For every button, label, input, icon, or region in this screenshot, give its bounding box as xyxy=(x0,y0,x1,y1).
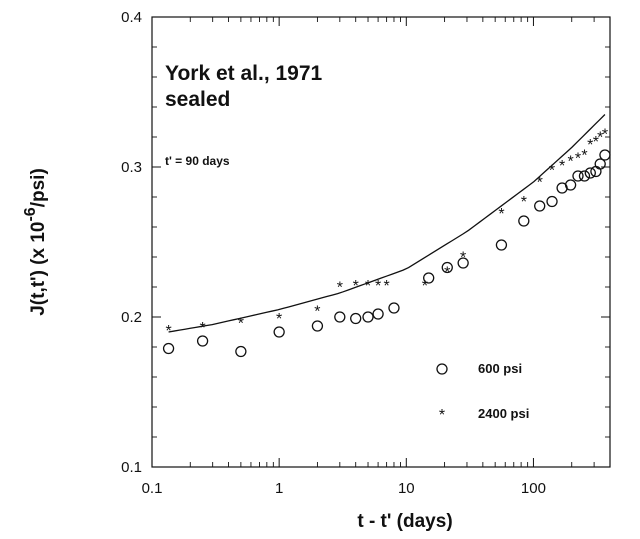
x-axis-label: t - t' (days) xyxy=(357,511,452,532)
data-point-2400-psi: * xyxy=(314,304,320,321)
data-point-600-psi xyxy=(584,167,596,179)
data-point-2400-psi: * xyxy=(498,206,504,223)
data-point-600-psi xyxy=(311,320,324,332)
annotation-condition: sealed xyxy=(165,88,230,111)
y-tick-label: 0.4 xyxy=(121,9,142,26)
data-point-2400-psi: * xyxy=(383,278,389,295)
data-point-2400-psi: * xyxy=(365,278,371,295)
data-point-600-psi xyxy=(350,312,362,325)
data-points-layer: * * * * ** * * * * ******* * * * ** *** xyxy=(162,127,611,358)
legend-marker-600-psi xyxy=(436,363,448,375)
x-tick-label: 10 xyxy=(398,480,415,497)
data-point-600-psi xyxy=(388,302,400,314)
data-point-2400-psi: * xyxy=(353,278,359,295)
y-axis-label: J(t,t') (x 10-6/psi) xyxy=(22,168,49,316)
data-point-2400-psi: * xyxy=(581,148,587,165)
annotation-age: t' = 90 days xyxy=(165,154,230,168)
data-point-2400-psi: * xyxy=(567,154,573,171)
y-axis-label-main: J(t,t') (x 10 xyxy=(28,222,49,316)
data-point-2400-psi: * xyxy=(165,323,171,340)
data-point-600-psi xyxy=(546,195,558,208)
data-point-2400-psi: * xyxy=(537,175,543,192)
legend-label-2400-psi: 2400 psi xyxy=(478,406,529,421)
plot-frame xyxy=(151,16,611,468)
data-point-600-psi xyxy=(564,179,577,191)
plot-area xyxy=(151,16,611,468)
data-point-2400-psi: * xyxy=(460,250,466,267)
data-point-600-psi xyxy=(590,165,602,178)
y-axis-label-end: /psi) xyxy=(28,168,49,207)
data-point-600-psi xyxy=(273,326,285,338)
data-point-2400-psi: * xyxy=(199,320,205,337)
y-tick-label: 0.2 xyxy=(121,309,142,326)
x-tick-label: 1 xyxy=(275,480,283,497)
data-point-600-psi xyxy=(457,257,469,269)
data-point-2400-psi: * xyxy=(593,134,599,151)
data-point-600-psi xyxy=(495,239,508,251)
model-curve xyxy=(168,114,606,333)
data-point-600-psi xyxy=(372,308,384,320)
data-point-2400-psi: * xyxy=(238,316,244,333)
data-point-600-psi xyxy=(534,200,546,212)
legend-label-600-psi: 600 psi xyxy=(478,361,522,376)
x-tick-label: 0.1 xyxy=(142,480,163,497)
data-point-2400-psi: * xyxy=(337,280,343,297)
legend-marker-2400-psi: * xyxy=(439,407,445,424)
data-point-600-psi xyxy=(518,215,530,227)
data-point-600-psi xyxy=(235,345,247,358)
data-point-600-psi xyxy=(578,170,591,182)
annotation-source: York et al., 1971 xyxy=(165,62,323,85)
data-point-2400-psi: * xyxy=(602,127,608,144)
data-point-2400-psi: * xyxy=(444,265,450,282)
data-point-600-psi xyxy=(572,170,584,182)
data-point-600-psi xyxy=(441,261,453,274)
y-tick-label: 0.1 xyxy=(121,459,142,476)
data-point-2400-psi: * xyxy=(549,163,555,180)
data-point-600-psi xyxy=(594,158,606,170)
data-point-2400-psi: * xyxy=(575,151,581,168)
data-point-2400-psi: * xyxy=(521,194,527,211)
model-curve-layer xyxy=(168,114,606,333)
data-point-2400-psi: * xyxy=(559,158,565,175)
data-point-600-psi xyxy=(362,311,374,323)
y-axis-label-superscript: -6 xyxy=(22,207,39,221)
y-tick-label: 0.3 xyxy=(121,159,142,176)
data-point-2400-psi: * xyxy=(587,137,593,154)
legend: 600 psi * 2400 psi xyxy=(436,361,529,424)
x-tick-label: 100 xyxy=(521,480,546,497)
data-point-600-psi xyxy=(196,335,209,347)
data-point-600-psi xyxy=(334,311,346,323)
data-point-600-psi xyxy=(423,272,435,284)
data-point-600-psi xyxy=(599,149,611,161)
data-point-2400-psi: * xyxy=(422,278,428,295)
data-point-600-psi xyxy=(162,342,175,355)
data-point-2400-psi: * xyxy=(276,311,282,328)
data-point-2400-psi: * xyxy=(597,130,603,147)
axis-ticks-layer: 0.1 1 10 100 0.1 0.2 0.3 0.4 xyxy=(121,9,610,497)
data-point-2400-psi: * xyxy=(375,278,381,295)
